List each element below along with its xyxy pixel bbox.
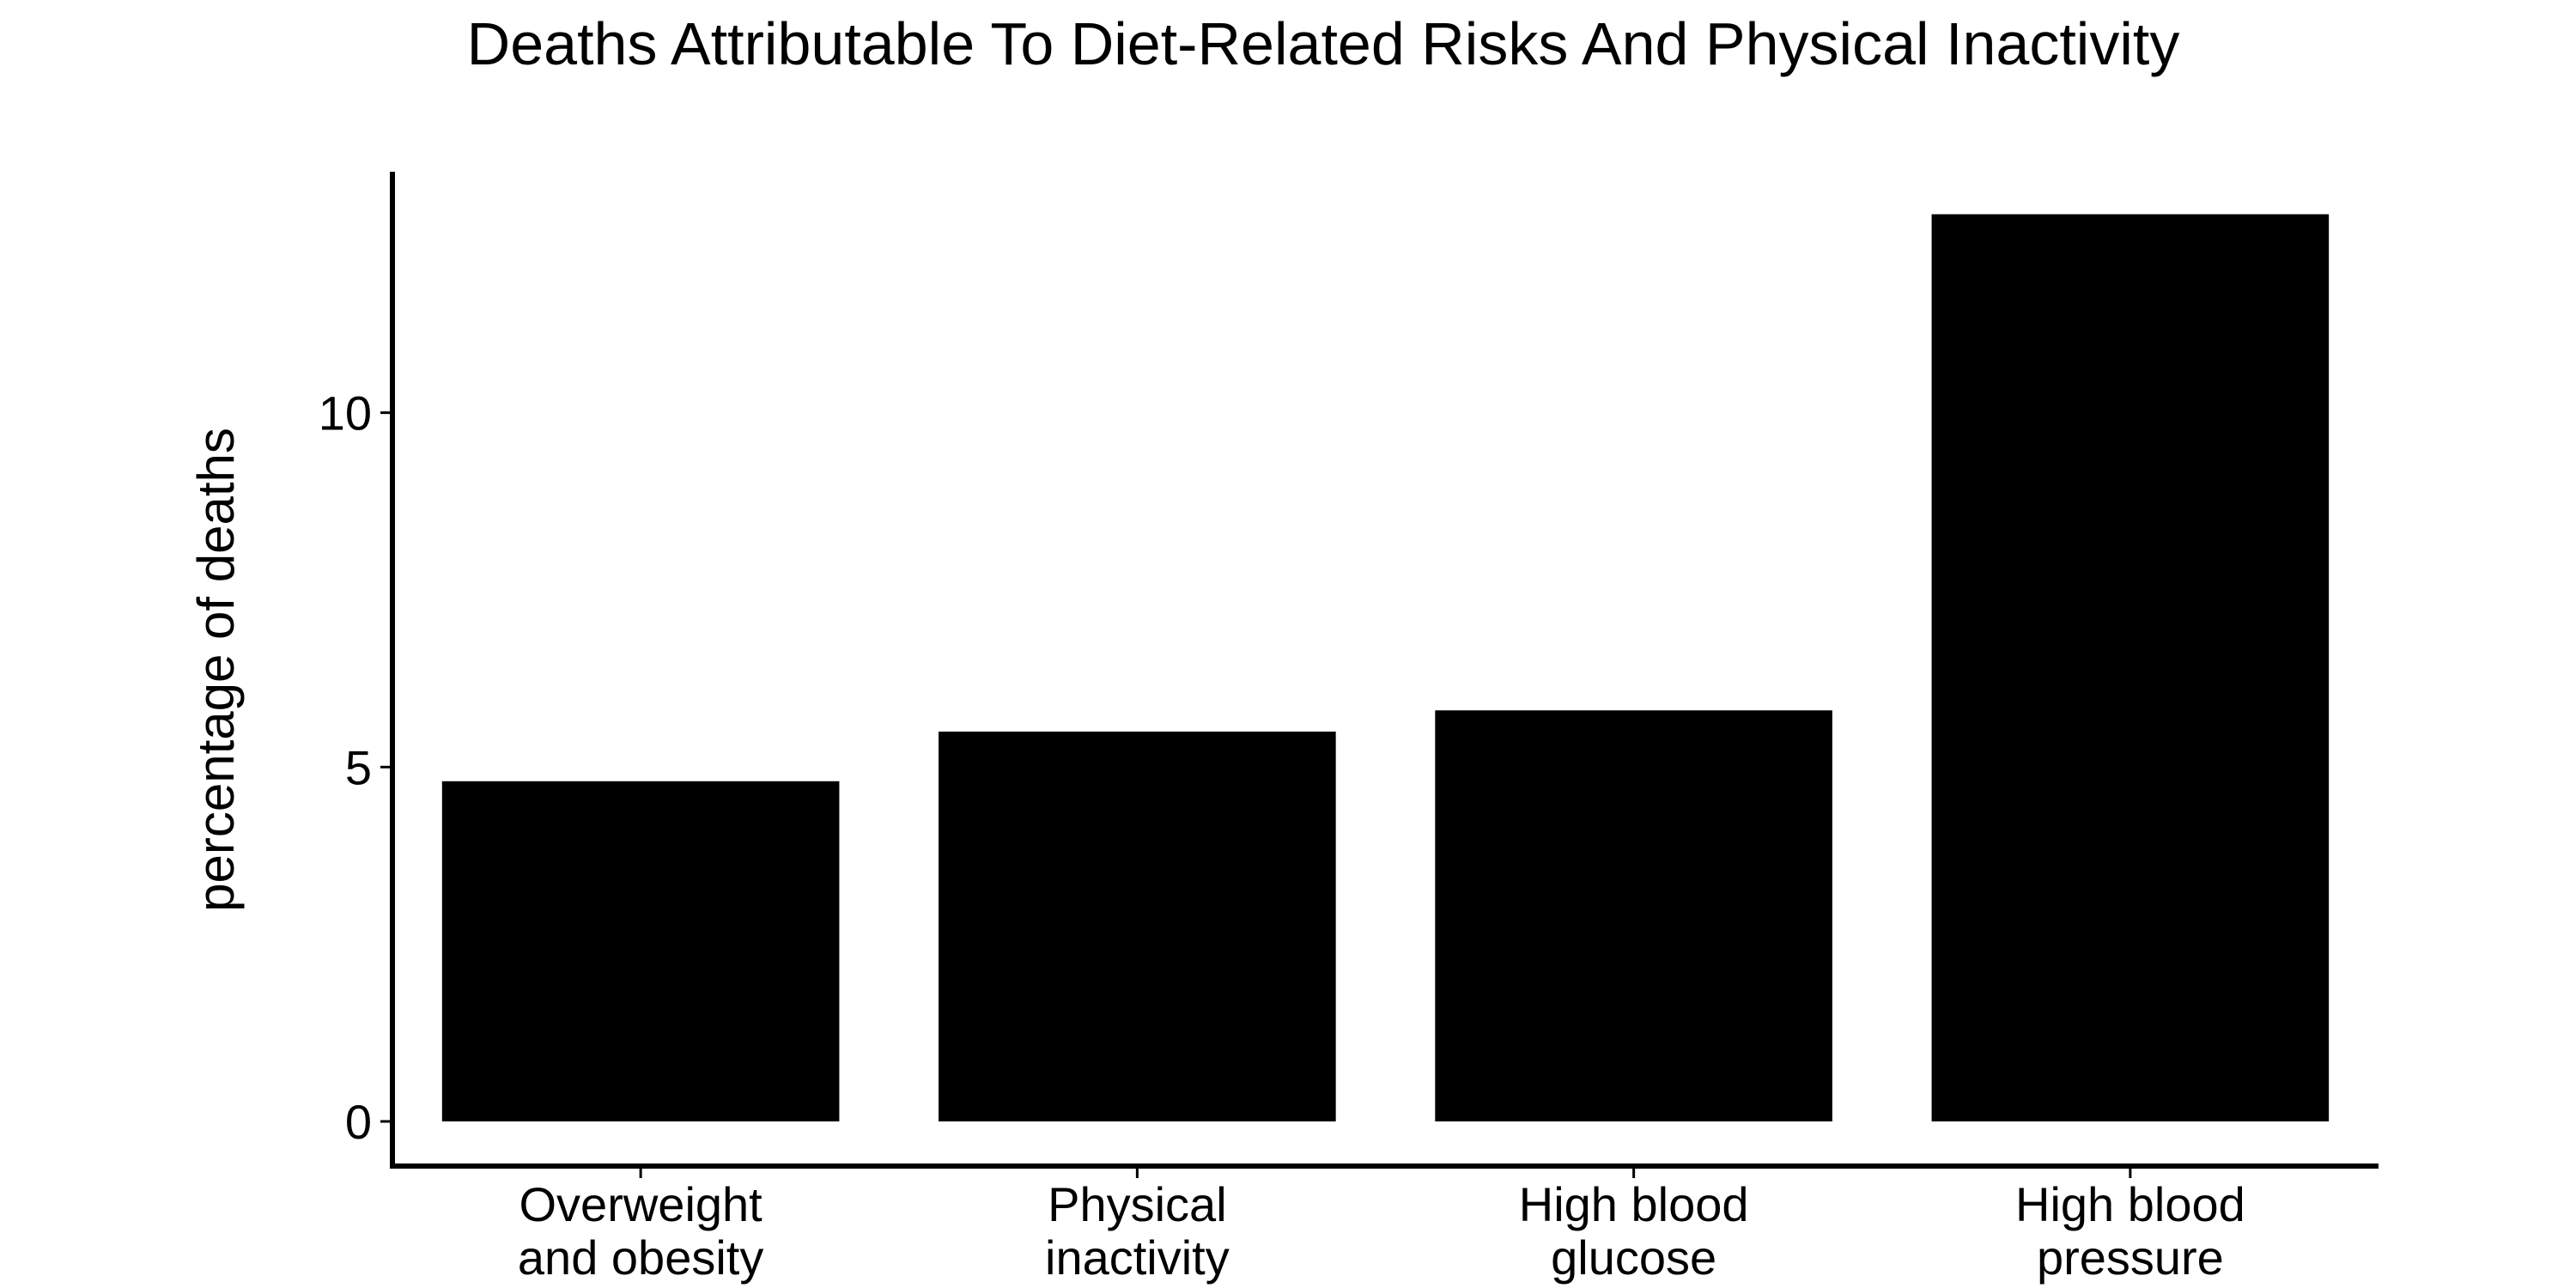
x-tick-label-line: Overweight — [519, 1177, 763, 1231]
bar-0 — [441, 781, 840, 1121]
y-tick-label-1: 5 — [345, 740, 372, 794]
x-tick-label-line: and obesity — [518, 1230, 763, 1285]
x-tick-label-0: Overweight and obesity — [518, 1177, 763, 1285]
x-ticks-layer: Overweight and obesity Physical inactivity H… — [518, 1166, 2245, 1285]
x-tick-label-line: pressure — [2037, 1230, 2224, 1285]
x-tick-label-line: glucose — [1551, 1230, 1716, 1285]
y-tick-label-2: 10 — [319, 386, 372, 440]
bar-2 — [1435, 710, 1832, 1121]
bar-3 — [1931, 214, 2330, 1122]
y-axis-label: percentage of deaths — [187, 428, 245, 912]
x-tick-label-line: High blood — [2015, 1177, 2245, 1231]
x-tick-label-3: High blood pressure — [2015, 1177, 2245, 1285]
x-tick-label-line: inactivity — [1045, 1230, 1230, 1285]
bars-layer — [441, 214, 2330, 1122]
x-tick-label-line: High blood — [1519, 1177, 1749, 1231]
x-tick-label-2: High blood glucose — [1519, 1177, 1749, 1285]
y-ticks-layer: 0 5 10 — [319, 386, 392, 1149]
x-tick-label-1: Physical inactivity — [1045, 1177, 1230, 1285]
x-tick-label-line: Physical — [1048, 1177, 1227, 1231]
chart-title: Deaths Attributable To Diet-Related Risk… — [467, 10, 2180, 77]
y-tick-label-0: 0 — [345, 1095, 372, 1149]
bar-1 — [939, 732, 1336, 1121]
